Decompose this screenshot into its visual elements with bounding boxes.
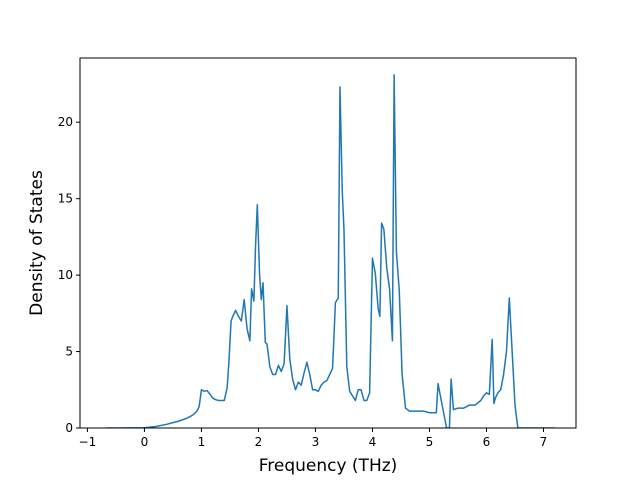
- x-axis-label: Frequency (THz): [259, 456, 398, 476]
- axes-frame: [79, 57, 577, 429]
- x-tick-label: 0: [141, 435, 149, 449]
- x-tick-label: −1: [79, 435, 97, 449]
- x-tick-label: 3: [312, 435, 320, 449]
- y-tick-label: 5: [65, 345, 73, 359]
- x-tick-label: 6: [483, 435, 491, 449]
- x-tick-label: 2: [255, 435, 263, 449]
- y-tick-label: 0: [65, 421, 73, 435]
- y-axis-label: Density of States: [27, 170, 47, 316]
- series-line-0: [106, 74, 555, 428]
- y-tick-label: 10: [58, 268, 73, 282]
- x-tick-label: 1: [198, 435, 206, 449]
- y-tick-label: 15: [58, 192, 73, 206]
- x-axis: −1 0 1 2 3 4 5 6 7: [79, 428, 548, 449]
- y-tick-label: 20: [58, 115, 73, 129]
- x-tick-label: 4: [369, 435, 377, 449]
- x-tick-label: 7: [540, 435, 548, 449]
- plot-area: [106, 74, 555, 428]
- y-axis: 0 5 10 15 20: [58, 115, 80, 435]
- x-tick-label: 5: [426, 435, 434, 449]
